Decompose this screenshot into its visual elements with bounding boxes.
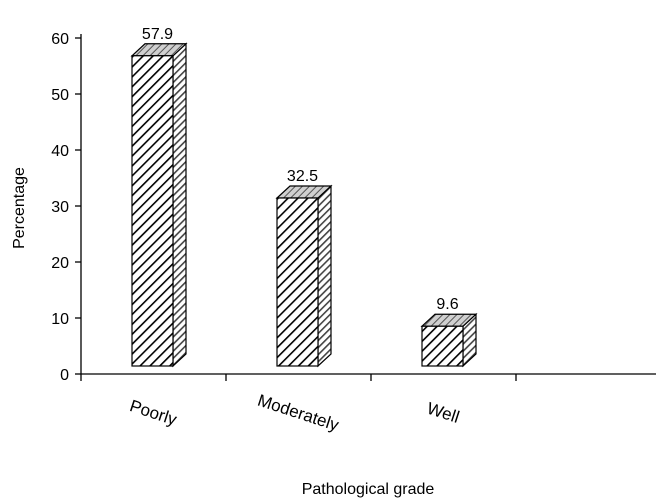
- data-label: 32.5: [287, 168, 318, 185]
- data-label: 57.9: [142, 26, 173, 43]
- y-axis-title: Percentage: [11, 167, 28, 249]
- y-tick-label: 10: [51, 311, 69, 328]
- x-category-label: Well: [425, 399, 462, 427]
- x-category-label: Moderately: [255, 391, 341, 435]
- y-axis-ticks: 0 10 20 30 40 50 60: [51, 31, 81, 384]
- y-tick-label: 50: [51, 87, 69, 104]
- x-axis-ticks: [80, 374, 517, 381]
- bars-group: [130, 42, 478, 368]
- y-tick-label: 60: [51, 31, 69, 48]
- y-tick-label: 30: [51, 199, 69, 216]
- bar-side-face: [317, 184, 332, 368]
- y-tick-label: 40: [51, 143, 69, 160]
- bar-side-face: [172, 42, 187, 368]
- bar-moderately: [275, 184, 333, 368]
- data-label: 9.6: [436, 296, 458, 313]
- bar-poorly: [130, 42, 188, 368]
- bar-well: [420, 312, 478, 368]
- x-category-label: Poorly: [127, 396, 179, 429]
- bar-front-face: [131, 55, 174, 367]
- category-labels-group: Poorly Moderately Well: [127, 391, 461, 435]
- y-tick-label: 0: [60, 367, 69, 384]
- x-axis-title: Pathological grade: [302, 481, 435, 498]
- y-tick-label: 20: [51, 255, 69, 272]
- bar-front-face: [276, 197, 319, 367]
- bar-front-face: [421, 325, 464, 367]
- data-labels-group: 57.9 32.5 9.6: [142, 26, 459, 313]
